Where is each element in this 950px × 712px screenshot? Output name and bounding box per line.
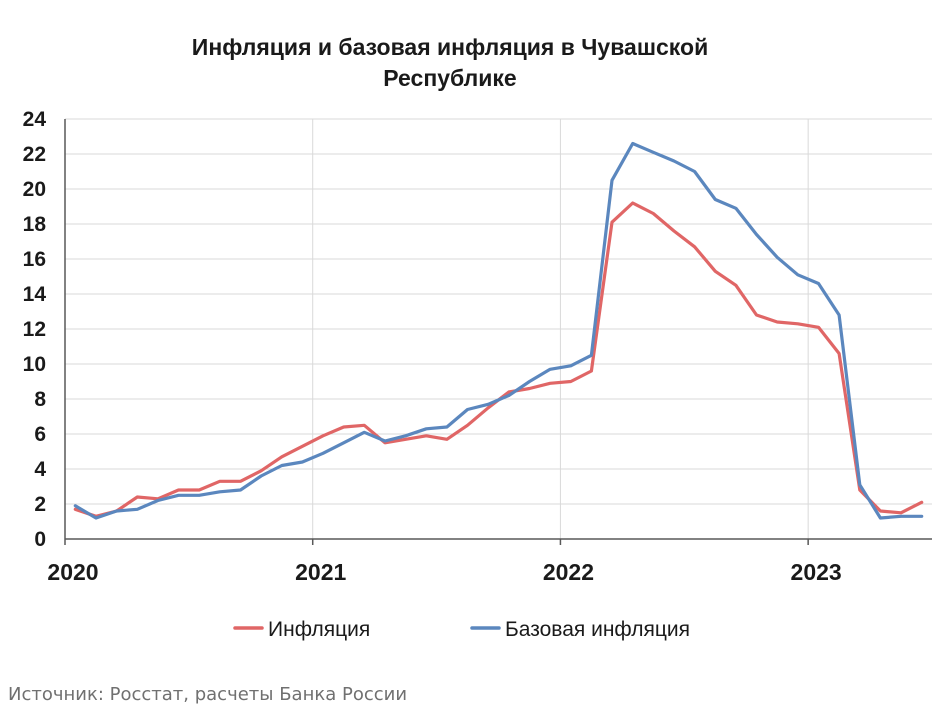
y-tick-label: 10 <box>23 353 46 376</box>
y-tick-label: 22 <box>23 143 46 166</box>
x-tick-label: 2021 <box>295 559 346 585</box>
y-tick-label: 4 <box>34 458 46 481</box>
series-line-2 <box>73 141 924 520</box>
x-tick-label: 2020 <box>47 559 98 585</box>
x-tick-label: 2023 <box>791 559 842 585</box>
y-tick-label: 0 <box>34 528 46 551</box>
y-tick-label: 24 <box>23 108 47 131</box>
x-tick-labels: 2020 2021 2022 2023 <box>47 559 841 585</box>
y-tick-label: 18 <box>23 213 47 236</box>
x-tick-label: 2022 <box>543 559 594 585</box>
y-tick-label: 14 <box>23 283 47 306</box>
y-tick-label: 20 <box>23 178 46 201</box>
legend-label: Базовая инфляция <box>505 618 690 641</box>
y-tick-label: 6 <box>34 423 46 446</box>
axes <box>64 119 932 545</box>
series-lines <box>73 141 924 520</box>
grid-lines <box>65 118 932 539</box>
legend-label: Инфляция <box>268 618 370 641</box>
chart-title: Инфляция и базовая инфляция в Чувашской … <box>191 34 709 91</box>
y-tick-label: 12 <box>23 318 46 341</box>
y-tick-label: 8 <box>34 388 46 411</box>
source-note: Источник: Росстат, расчеты Банка России <box>8 684 408 705</box>
legend: Инфляция Базовая инфляция <box>233 618 690 641</box>
y-tick-label: 2 <box>34 493 46 516</box>
y-tick-label: 16 <box>23 248 46 271</box>
